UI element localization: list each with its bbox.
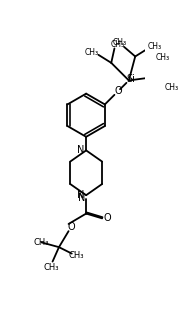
Text: CH₃: CH₃ (85, 48, 99, 57)
Text: CH₃: CH₃ (112, 38, 126, 47)
Text: CH₃: CH₃ (155, 53, 170, 62)
Text: O: O (115, 86, 122, 96)
Text: CH₃: CH₃ (69, 251, 84, 260)
Text: N: N (77, 190, 84, 200)
Text: Si: Si (126, 74, 135, 84)
Text: CH₃: CH₃ (111, 40, 125, 49)
Text: CH₃: CH₃ (34, 238, 49, 247)
Text: CH₃: CH₃ (165, 83, 179, 92)
Text: O: O (103, 213, 111, 223)
Text: N: N (78, 193, 85, 203)
Text: CH₃: CH₃ (147, 41, 161, 51)
Text: O: O (68, 222, 76, 232)
Text: N: N (77, 144, 84, 155)
Text: CH₃: CH₃ (43, 263, 59, 272)
